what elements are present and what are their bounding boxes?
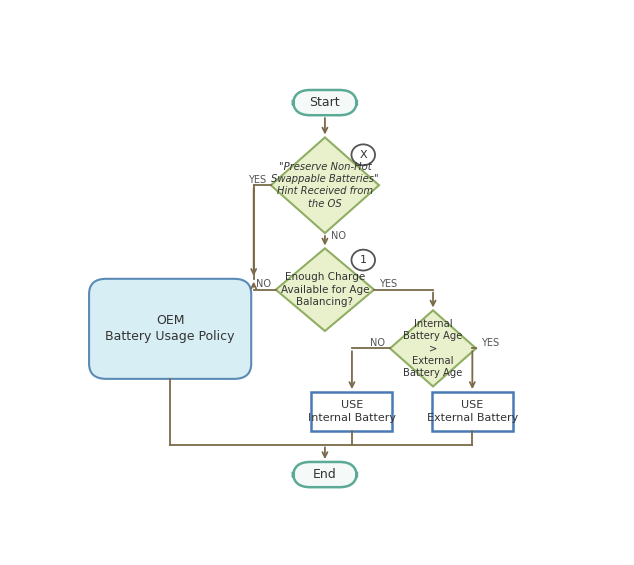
Text: 1: 1: [359, 255, 366, 265]
Text: NO: NO: [370, 338, 385, 348]
Text: YES: YES: [248, 175, 266, 185]
Text: YES: YES: [481, 338, 499, 348]
Text: NO: NO: [332, 232, 346, 241]
Text: End: End: [313, 468, 337, 481]
Text: USE
Internal Battery: USE Internal Battery: [308, 400, 396, 423]
Text: OEM
Battery Usage Policy: OEM Battery Usage Policy: [105, 314, 235, 344]
Text: X: X: [359, 150, 367, 160]
Polygon shape: [271, 137, 379, 233]
Text: Start: Start: [309, 96, 340, 109]
Text: YES: YES: [379, 280, 397, 289]
Text: Enough Charge
Available for Age
Balancing?: Enough Charge Available for Age Balancin…: [281, 272, 369, 307]
Polygon shape: [390, 310, 476, 386]
Circle shape: [351, 250, 375, 271]
Text: "Preserve Non-Hot
Swappable Batteries"
Hint Received from
the OS: "Preserve Non-Hot Swappable Batteries" H…: [271, 162, 378, 209]
Bar: [311, 392, 392, 431]
Bar: [432, 392, 513, 431]
Text: USE
External Battery: USE External Battery: [427, 400, 518, 423]
Circle shape: [351, 145, 375, 165]
FancyBboxPatch shape: [293, 462, 357, 487]
Polygon shape: [276, 249, 374, 331]
Text: Internal
Battery Age
>
External
Battery Age: Internal Battery Age > External Battery …: [403, 319, 463, 378]
Text: NO: NO: [256, 280, 271, 289]
FancyBboxPatch shape: [293, 90, 357, 115]
FancyBboxPatch shape: [89, 279, 251, 379]
